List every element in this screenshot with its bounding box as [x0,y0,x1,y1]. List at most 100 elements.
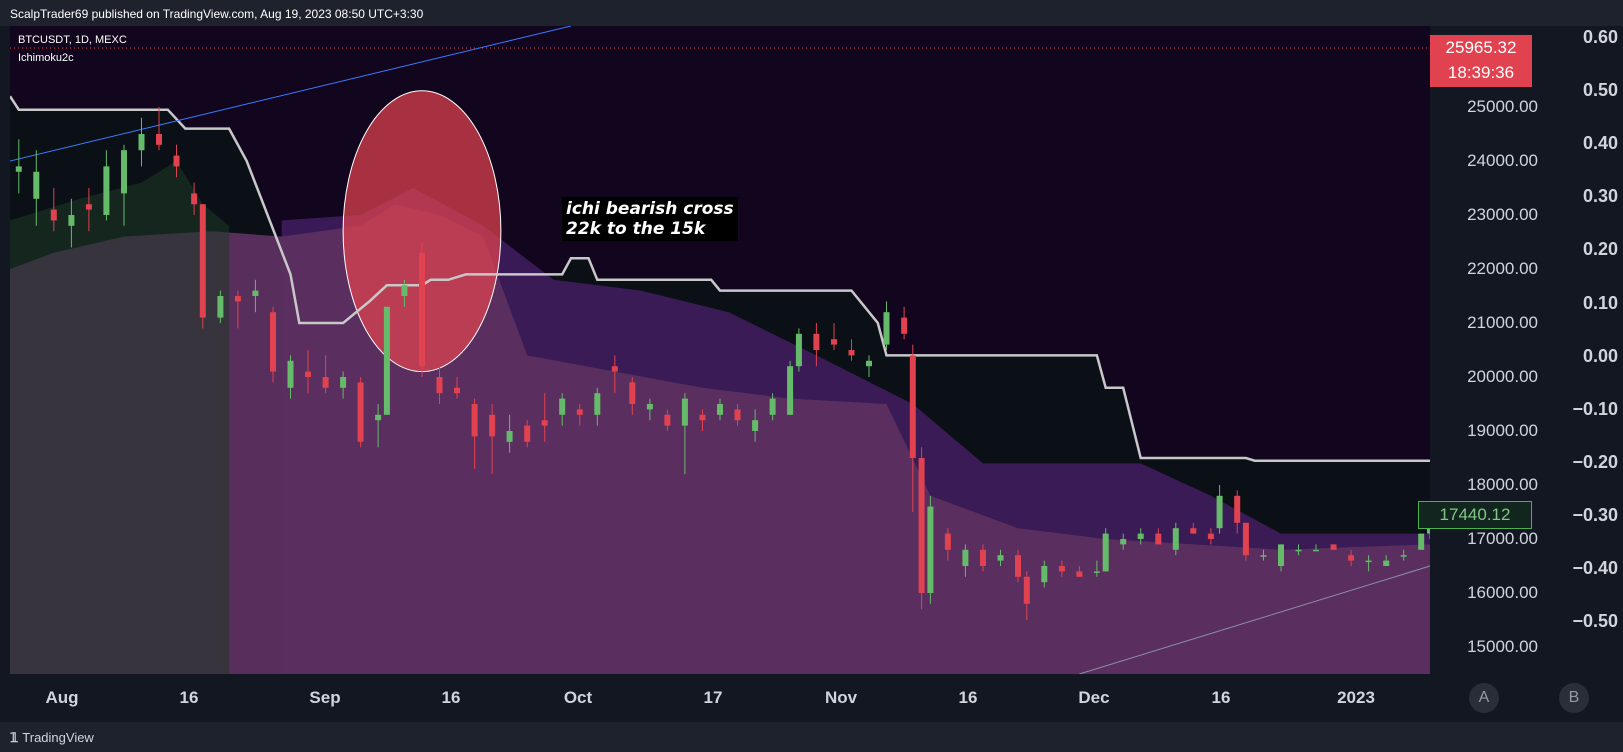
price-chart[interactable] [10,26,1430,674]
candle-bearish [419,252,425,367]
candle-bullish [717,404,723,415]
candle-bearish [191,193,198,205]
indicator-tick-label: −0.30 [1572,504,1618,525]
candle-bearish [1058,566,1065,572]
time-tick-label: 16 [1211,688,1231,707]
footer-bar: 𝟙 TradingView [0,722,1623,752]
indicator-tick-label: −0.40 [1572,558,1618,578]
candle-bearish [357,382,364,442]
candle-bullish [1172,528,1179,550]
auto-scale-b-button[interactable]: B [1559,683,1589,713]
candle-bearish [1076,571,1083,577]
auto-scale-a-button[interactable]: A [1469,683,1499,713]
indicator-legend[interactable]: Ichimoku2c [18,52,74,64]
top-bar: ScalpTrader69 published on TradingView.c… [0,0,1623,26]
candle-bearish [199,204,206,318]
candle-bullish [927,506,934,593]
indicator-tick-label: 0.20 [1582,239,1618,260]
symbol-legend[interactable]: BTCUSDT, 1D, MEXC [18,34,127,46]
bar-countdown: 18:39:36 [1447,63,1515,82]
candle-bearish [944,533,951,550]
candle-bearish [1015,555,1021,577]
tradingview-logo[interactable]: 𝟙 TradingView [10,730,94,746]
candle-bearish [322,377,329,388]
candle-bullish [217,296,224,318]
price-scale[interactable]: 25000.00 24000.00 23000.00 22000.00 2100… [1430,26,1623,674]
candle-bearish [489,414,496,437]
published-info: ScalpTrader69 published on TradingView.c… [10,7,424,21]
tradingview-logo-icon: 𝟙 [10,730,19,745]
candle-bearish [524,425,531,442]
tenkan-line-layer [10,95,1430,462]
trendlines-layer [10,26,1430,674]
candle-bearish [1330,544,1337,550]
indicator-tick-label: −0.20 [1572,451,1618,472]
price-tick-label: 18000.00 [1467,475,1538,494]
annotation-text[interactable]: ichi bearish cross 22k to the 15k [562,197,738,241]
candle-bearish [699,414,706,421]
candle-bearish [1234,495,1241,523]
candle-bearish [471,404,478,437]
indicator-tick-label: 0.60 [1582,27,1618,47]
candles-layer [15,107,1430,620]
indicator-tick-label: −0.50 [1572,611,1618,632]
candle-bullish [795,333,802,367]
candle-bullish [1120,539,1127,545]
candle-bullish [1260,555,1267,557]
candle-bearish [50,209,57,221]
candle-bearish [664,414,671,426]
time-axis[interactable]: Aug 16 Sep 16 Oct 17 Nov 16 Dec 16 2023 … [0,674,1623,722]
candle-bearish [234,296,241,302]
chart-area[interactable]: BTCUSDT, 1D, MEXC Ichimoku2c ichi bearis… [10,26,1430,674]
price-tick-label: 21000.00 [1467,313,1538,332]
time-tick-label: Nov [824,688,858,707]
candle-bullish [103,166,110,215]
price-tick-label: 19000.00 [1467,421,1538,440]
candle-bearish [734,409,741,421]
indicator-tick-label: 0.10 [1582,292,1618,313]
time-tick-label: 2023 [1337,688,1375,707]
candle-bullish [787,366,794,415]
candle-bearish [454,387,460,394]
candle-bullish [340,377,347,388]
candle-bearish [305,371,311,377]
time-tick-label: 16 [441,688,461,707]
candle-bullish [287,360,294,388]
tradingview-logo-text: TradingView [22,730,94,745]
candle-bearish [576,409,583,415]
candle-bullish [962,549,969,566]
price-tick-label: 22000.00 [1467,259,1538,278]
candle-bearish [1023,576,1030,604]
candle-bearish [270,312,276,372]
upper-trendline [10,26,572,162]
candle-bearish [85,204,92,210]
candle-bearish [1207,533,1214,539]
candle-bullish [1400,555,1407,557]
time-tick-label: 16 [179,688,199,707]
candle-bearish [831,339,837,345]
candle-bullish [559,398,566,415]
lower-trendline [1079,565,1430,674]
candle-bearish [1348,555,1355,561]
price-tick-label: 25000.00 [1467,97,1538,116]
price-tick-label: 17000.00 [1467,529,1538,548]
current-value-tag: 17440.12 [1418,501,1532,529]
indicator-tick-label: 0.40 [1582,133,1618,154]
tenkan-line [10,95,1430,462]
price-tick-label: 16000.00 [1467,583,1538,602]
candle-bullish [383,306,390,415]
candle-bearish [611,366,618,372]
candle-bullish [1137,533,1144,539]
candle-bullish [1365,560,1372,563]
time-tick-label: 17 [703,688,723,707]
candle-bullish [252,290,259,296]
time-tick-label: Sep [309,688,341,707]
price-tick-label: 20000.00 [1467,367,1538,386]
candle-bullish [997,555,1004,561]
candle-bullish [1295,549,1302,552]
candle-bearish [901,317,908,334]
candle-bullish [138,134,145,151]
price-tick-label: 15000.00 [1467,637,1538,656]
candle-bullish [1093,571,1100,573]
price-tick-label: 23000.00 [1467,205,1538,224]
